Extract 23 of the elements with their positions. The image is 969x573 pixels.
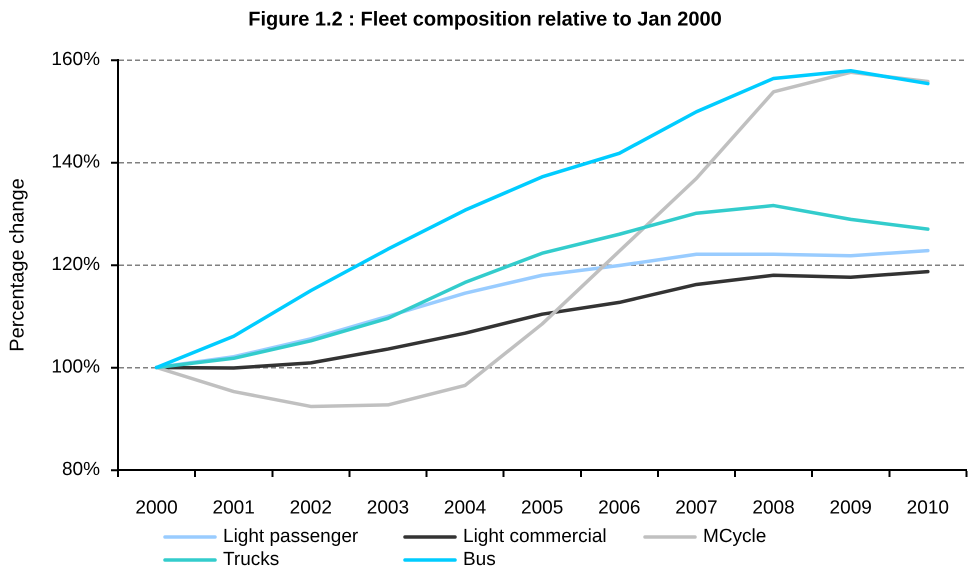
x-tick-label: 2006 [598, 498, 640, 519]
x-tick-label: 2000 [135, 498, 178, 519]
legend-label: MCycle [703, 526, 766, 548]
legend-label: Light passenger [223, 526, 359, 548]
x-tick-label: 2004 [444, 498, 487, 519]
x-tick-label: 2003 [366, 498, 410, 519]
x-tick-label: 2007 [675, 498, 718, 519]
chart-title: Figure 1.2 : Fleet composition relative to Jan 2000 [248, 8, 722, 31]
x-tick-label: 2010 [906, 498, 949, 519]
legend-label: Light commercial [463, 526, 607, 548]
x-tick-label: 2001 [212, 498, 255, 519]
y-tick-label: 160% [51, 49, 100, 70]
x-tick-label: 2009 [830, 498, 872, 519]
y-tick-label: 140% [51, 152, 100, 173]
y-tick-label: 100% [51, 356, 100, 378]
x-tick-label: 2005 [521, 498, 564, 519]
y-tick-label: 80% [62, 459, 100, 480]
x-tick-label: 2008 [752, 498, 795, 519]
x-tick-label: 2002 [290, 498, 332, 519]
legend-label: Trucks [223, 549, 280, 570]
y-tick-label: 120% [51, 254, 100, 276]
legend-label: Bus [463, 549, 496, 570]
y-axis-title: Percentage change [6, 178, 29, 352]
